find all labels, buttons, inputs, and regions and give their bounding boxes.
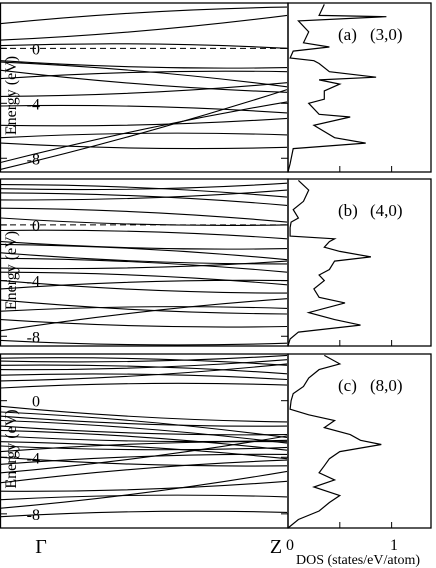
band-1-18 [0,298,288,332]
band-1-8 [0,243,288,261]
tube-label-0: (3,0) [370,25,403,44]
dos-curve-1 [287,179,372,347]
ytick-label-1-1: -4 [27,274,40,291]
band-1-12 [0,271,288,286]
band-1-11 [0,260,288,270]
band-2-0 [0,357,288,366]
panels-layer: -8 -4 0 (a) (3,0) Energy (eV) -8 -4 0 (b) (4,0) Ene… [0,2,432,529]
band-0-11 [0,142,288,150]
y-axis-label-1: Energy (eV) [3,231,20,310]
panel-label-1: (b) [338,201,358,220]
band-2-22 [0,494,288,501]
dos-frame-2 [287,353,432,529]
dos-frame-1 [287,178,432,347]
band-0-3 [0,60,288,69]
band-1-15 [0,299,288,315]
dos-curve-0 [287,4,387,173]
ytick-label-0-1: -4 [27,96,40,113]
k-label-z: Z [270,536,282,558]
band-1-4 [0,207,288,223]
band-0-10 [0,132,288,139]
ytick-label-1-2: 0 [32,218,40,235]
band-1-1 [0,182,288,191]
band-1-19 [0,339,288,346]
band-2-10 [0,419,288,444]
y-axis-label-2: Energy (eV) [3,409,20,488]
band-0-2 [0,43,288,49]
band-2-17 [0,456,288,467]
tube-label-1: (4,0) [370,201,403,220]
band-2-23 [0,470,288,509]
ytick-label-0-2: 0 [32,41,40,58]
panel-label-2: (c) [338,376,357,395]
band-1-16 [0,306,288,312]
band-2-5 [0,363,288,382]
band-1-6 [0,229,288,240]
dos-tick-label-0: 0 [286,537,294,554]
ytick-label-2-1: -4 [27,450,40,467]
ytick-label-2-2: 0 [32,394,40,411]
dos-frame-0 [287,2,432,173]
band-frame-0 [0,2,289,173]
band-2-2 [0,364,288,375]
band-2-3 [0,359,288,371]
band-1-14 [0,279,288,290]
band-2-14 [0,441,288,460]
band-0-0 [0,6,288,25]
band-2-7 [0,405,288,423]
band-0-7 [0,82,288,97]
panel-label-0: (a) [338,25,357,44]
ytick-label-2-0: -8 [27,507,40,524]
k-label-gamma: Γ [35,536,47,558]
panel-0: -8 -4 0 (a) (3,0) Energy (eV) [0,2,432,173]
tube-label-2: (8,0) [370,376,403,395]
band-0-13 [0,89,288,170]
band-0-9 [0,117,288,127]
ytick-label-0-0: -8 [27,151,40,168]
dos-curve-2 [287,354,382,529]
band-2-8 [0,411,288,439]
band-2-12 [0,429,288,451]
band-2-1 [0,354,288,363]
band-0-8 [0,104,288,114]
band-1-3 [0,189,288,201]
band-0-5 [0,69,288,93]
band-2-6 [0,382,288,389]
band-0-6 [0,70,288,80]
band-1-17 [0,319,288,328]
band-2-15 [0,445,288,451]
band-2-21 [0,480,288,492]
band-2-11 [0,425,288,436]
band-1-7 [0,241,288,250]
band-0-4 [0,61,288,88]
band-2-20 [0,459,288,484]
band-2-9 [0,415,288,427]
dos-tick-label-1: 1 [390,537,398,554]
band-0-12 [0,101,288,163]
ytick-label-1-0: -8 [27,329,40,346]
panel-2: -8 -4 0 (c) (8,0) Energy (eV) [0,353,432,529]
band-0-1 [0,14,288,41]
band-1-13 [0,280,288,294]
band-2-19 [0,435,288,474]
band-1-10 [0,257,288,273]
band-2-24 [0,510,288,518]
band-1-2 [0,192,288,206]
dos-axis-label: DOS (states/eV/atom) [296,553,420,568]
band-2-18 [0,453,288,465]
y-axis-label-0: Energy (eV) [3,56,20,135]
band-1-0 [0,184,288,198]
panel-1: -8 -4 0 (b) (4,0) Energy (eV) [0,178,432,347]
band-1-5 [0,217,288,226]
band-2-4 [0,373,288,381]
